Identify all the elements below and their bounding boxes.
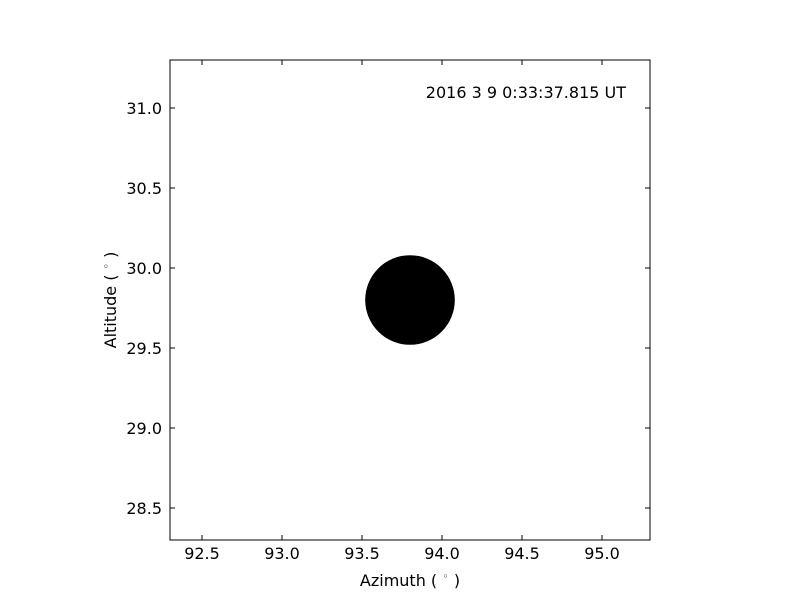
y-axis-label: Altitude ( ◦ ) [100, 252, 120, 349]
y-tick-label: 30.0 [126, 259, 162, 278]
data-marks [365, 255, 455, 345]
plot-frame [169, 59, 651, 541]
axis-ticks: 92.5 93.0 93.5 94.0 94.5 95.0 28.5 29.0 29.5 30.0… [126, 60, 650, 563]
sun-disk-point [365, 255, 455, 345]
y-tick-label: 28.5 [126, 499, 162, 518]
x-axis-label: Azimuth ( ◦ ) [360, 570, 460, 590]
x-tick-label: 94.0 [424, 544, 460, 563]
y-tick-label: 29.0 [126, 419, 162, 438]
y-tick-label: 31.0 [126, 99, 162, 118]
y-tick-label: 30.5 [126, 179, 162, 198]
x-tick-label: 93.0 [264, 544, 300, 563]
x-tick-label: 92.5 [184, 544, 220, 563]
x-tick-label: 94.5 [504, 544, 540, 563]
x-tick-label: 95.0 [584, 544, 620, 563]
timestamp-annotation: 2016 3 9 0:33:37.815 UT [426, 83, 626, 102]
y-tick-label: 29.5 [126, 339, 162, 358]
x-tick-label: 93.5 [344, 544, 380, 563]
